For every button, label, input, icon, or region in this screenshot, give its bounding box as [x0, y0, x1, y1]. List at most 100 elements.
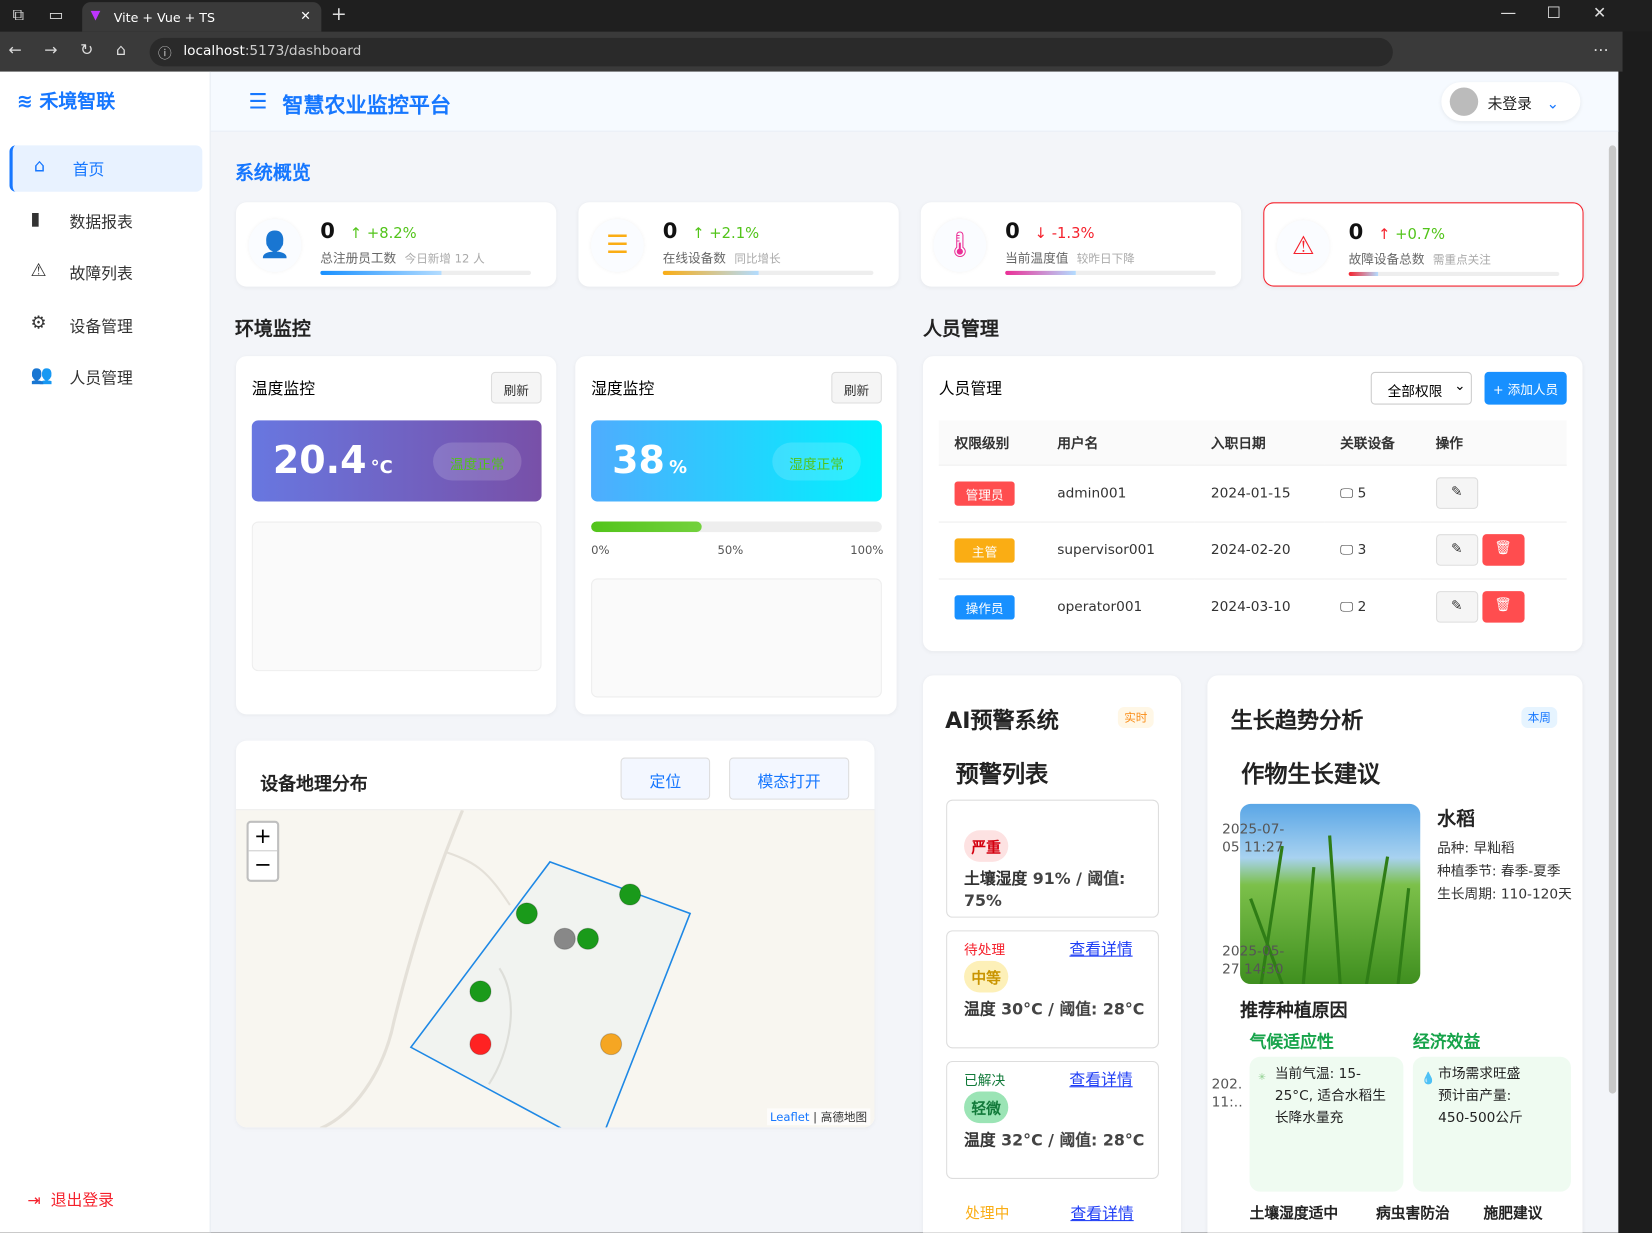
- device-marker-fault[interactable]: [469, 1033, 492, 1056]
- add-staff-button[interactable]: + 添加人员: [1484, 371, 1567, 405]
- device-marker-online[interactable]: [618, 883, 642, 906]
- crop-image: [1240, 803, 1421, 985]
- sidebar-item-devices[interactable]: ⚙ 设备管理: [9, 302, 202, 348]
- role-badge: 操作员: [954, 595, 1015, 620]
- minimize-icon[interactable]: —: [1500, 3, 1517, 23]
- alert-item[interactable]: 待处理 查看详情 中等 温度 30°C / 阈值: 28°C: [946, 930, 1159, 1049]
- view-detail-link[interactable]: 查看详情: [1069, 939, 1133, 959]
- back-icon[interactable]: ←: [8, 40, 22, 60]
- delete-button[interactable]: 🗑: [1481, 591, 1525, 623]
- map[interactable]: + − Leaflet | 高德地图: [236, 809, 875, 1128]
- refresh-button[interactable]: 刷新: [490, 371, 542, 404]
- stat-trend: ↑ +0.7%: [1378, 227, 1445, 244]
- leaflet-link[interactable]: Leaflet: [770, 1110, 810, 1125]
- map-card: 设备地理分布 定位 模态打开 + − Leaflet | 高德地图: [236, 740, 875, 1128]
- sidebar-item-home[interactable]: ⌂ 首页: [9, 145, 203, 192]
- tab-actions-icon[interactable]: ▭: [48, 5, 64, 25]
- road: [319, 810, 464, 1128]
- severity-badge: 轻微: [964, 1091, 1009, 1124]
- sub-text: 较昨日下降: [1076, 251, 1135, 266]
- climate-card: ✳ 当前气温: 15-25°C, 适合水稻生长降水量充: [1249, 1056, 1404, 1192]
- view-detail-link[interactable]: 查看详情: [1070, 1204, 1134, 1224]
- field-boundary: [409, 860, 692, 1128]
- vite-logo-icon: ▼: [90, 7, 101, 23]
- logout-button[interactable]: ⇥ 退出登录: [27, 1188, 114, 1210]
- device-marker-offline[interactable]: [553, 927, 576, 950]
- table-row: 操作员 operator001 2024-03-10 🖵 2 ✎ 🗑: [938, 577, 1567, 636]
- reason-title: 推荐种植原因: [1240, 1000, 1348, 1022]
- stat-progress: [1005, 270, 1216, 275]
- sidebar: ≋ 禾境智联 ⌂ 首页 ▮ 数据报表 ⚠ 故障列表 ⚙ 设备管理 👥 人员管理 ⇥ 退出登…: [0, 71, 211, 1233]
- alert-value: 32°C / 阈值: 28°C: [1001, 1130, 1145, 1150]
- menu-toggle-icon[interactable]: ☰: [248, 88, 268, 114]
- refresh-button[interactable]: 刷新: [831, 371, 882, 404]
- more-icon[interactable]: ⋯: [1593, 40, 1609, 60]
- monitor-icon: 🖵: [1340, 542, 1354, 558]
- forward-icon[interactable]: →: [44, 40, 58, 60]
- column-header: 关联设备: [1324, 420, 1420, 465]
- sub-text: 同比增长: [734, 251, 781, 266]
- close-window-icon[interactable]: ✕: [1593, 3, 1607, 23]
- card-title: 人员管理: [938, 379, 1002, 399]
- user-menu[interactable]: 未登录 ⌄: [1441, 82, 1581, 122]
- humidity-chart: [591, 578, 882, 698]
- economy-text: 市场需求旺盛: [1438, 1066, 1521, 1083]
- workspaces-icon[interactable]: ⧉: [12, 5, 24, 25]
- role-filter-select[interactable]: 全部权限 ⌄: [1370, 371, 1472, 405]
- url-field[interactable]: ⓘ localhost:5173/dashboard: [149, 37, 1393, 67]
- browser-tab[interactable]: ▼ Vite + Vue + TS ✕: [82, 2, 322, 32]
- device-marker-warning[interactable]: [600, 1033, 623, 1056]
- site-info-icon[interactable]: ⓘ: [158, 46, 172, 63]
- staff-table: 权限级别 用户名 入职日期 关联设备 操作 管理员 admin001 2024-01-15…: [938, 420, 1567, 636]
- view-detail-link[interactable]: 查看详情: [1069, 1070, 1133, 1090]
- maximize-icon[interactable]: ☐: [1546, 3, 1561, 23]
- device-marker-online[interactable]: [576, 927, 599, 950]
- variety-value: 早籼稻: [1473, 840, 1515, 857]
- drop-icon: 💧: [1421, 1071, 1436, 1086]
- nav-label: 数据报表: [69, 212, 133, 232]
- device-marker-online[interactable]: [469, 980, 492, 1003]
- humidity-gauge: 38% 湿度正常: [591, 420, 882, 502]
- warning-icon: ⚠: [30, 260, 47, 282]
- locate-button[interactable]: 定位: [620, 757, 711, 800]
- zoom-in-button[interactable]: +: [248, 823, 278, 852]
- timestamp: 2025-05-27 14:30: [1222, 944, 1285, 978]
- stat-label: 故障设备总数 需重点关注: [1349, 250, 1491, 268]
- scrollbar[interactable]: [1608, 145, 1617, 1094]
- device-count: 2: [1357, 599, 1367, 616]
- alert-value: 30°C / 阈值: 28°C: [1001, 999, 1145, 1019]
- delete-button[interactable]: 🗑: [1481, 534, 1525, 566]
- climate-title: 气候适应性: [1249, 1031, 1334, 1052]
- sidebar-item-reports[interactable]: ▮ 数据报表: [9, 198, 202, 244]
- stat-value: 0: [662, 218, 678, 244]
- tick-label: 0%: [591, 543, 610, 558]
- zoom-out-button[interactable]: −: [254, 851, 272, 877]
- edit-button[interactable]: ✎: [1435, 591, 1478, 623]
- alert-item[interactable]: 严重 土壤湿度 91% / 阈值: 75%: [946, 799, 1159, 918]
- stat-card: ☰ 0 ↑ +2.1% 在线设备数 同比增长: [578, 202, 899, 287]
- ai-title: AI预警系统: [945, 708, 1059, 734]
- climate-text: 当前气温: 15-25°C, 适合水稻生长降水量充: [1274, 1066, 1386, 1127]
- alert-metric: 温度: [964, 999, 996, 1019]
- crop-details: 品种: 早籼稻 种植季节: 春季-夏季 生长周期: 110-120天: [1437, 838, 1572, 908]
- status-pill: 湿度正常: [772, 442, 861, 481]
- home-icon[interactable]: ⌂: [115, 40, 126, 60]
- new-tab-icon[interactable]: +: [330, 3, 347, 26]
- severity-badge: 严重: [964, 830, 1009, 862]
- temperature-card: 温度监控 刷新 20.4 °C 温度正常: [236, 356, 557, 715]
- season-label: 种植季节:: [1437, 863, 1497, 880]
- edit-button[interactable]: ✎: [1435, 534, 1478, 566]
- humidity-unit: %: [669, 457, 688, 479]
- reload-icon[interactable]: ↻: [80, 40, 94, 60]
- device-marker-online[interactable]: [515, 902, 538, 925]
- close-tab-icon[interactable]: ✕: [300, 8, 311, 24]
- alert-status: 已解决: [964, 1073, 1006, 1090]
- sidebar-item-faults[interactable]: ⚠ 故障列表: [9, 250, 202, 296]
- stat-progress: [320, 270, 532, 275]
- modal-open-button[interactable]: 模态打开: [729, 757, 850, 800]
- header: ☰ 智慧农业监控平台 未登录 ⌄: [210, 71, 1619, 132]
- alert-item[interactable]: 已解决 查看详情 轻微 温度 32°C / 阈值: 28°C: [946, 1060, 1159, 1179]
- sidebar-item-staff[interactable]: 👥 人员管理: [9, 354, 202, 400]
- user-name: 未登录: [1487, 95, 1532, 113]
- edit-button[interactable]: ✎: [1435, 477, 1478, 509]
